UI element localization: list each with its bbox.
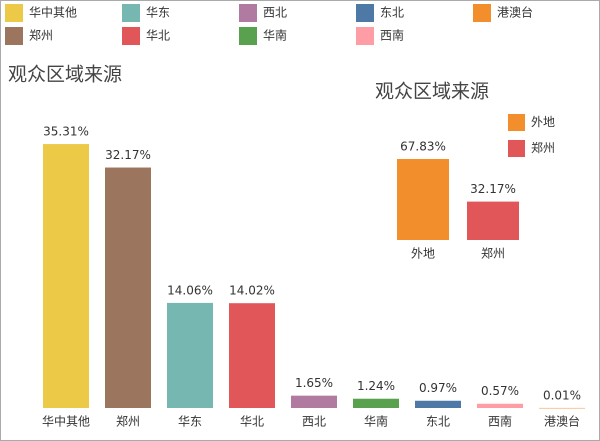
bar <box>467 201 519 240</box>
bar <box>43 144 89 409</box>
legend-label: 东北 <box>380 6 404 20</box>
legend-swatch <box>356 27 374 45</box>
bar <box>415 400 461 408</box>
legend-swatch <box>5 27 23 45</box>
value-label: 14.06% <box>167 283 213 297</box>
bar <box>353 398 399 408</box>
value-label: 67.83% <box>400 140 446 154</box>
value-label: 35.31% <box>43 125 89 139</box>
legend-swatch <box>239 27 257 45</box>
x-tick-label: 西北 <box>302 415 326 429</box>
legend-label: 华中其他 <box>29 5 77 20</box>
legend-label: 西南 <box>380 28 404 43</box>
value-label: 1.65% <box>295 376 333 390</box>
legend-label: 外地 <box>531 115 555 129</box>
legend-swatch <box>122 27 140 45</box>
legend-swatch <box>5 4 23 22</box>
value-label: 32.17% <box>470 182 516 196</box>
legend-swatch <box>508 140 525 157</box>
x-tick-label: 郑州 <box>481 246 505 261</box>
bar <box>229 303 275 408</box>
bar <box>539 407 585 409</box>
legend-swatch <box>473 4 491 22</box>
legend-label: 华东 <box>146 6 170 20</box>
bar <box>397 159 449 240</box>
x-tick-label: 郑州 <box>116 414 140 429</box>
chart-title: 观众区域来源 <box>8 64 122 86</box>
legend-swatch <box>122 4 140 22</box>
x-tick-label: 港澳台 <box>544 414 580 429</box>
legend-label: 西北 <box>263 6 287 20</box>
chart-title: 观众区域来源 <box>375 81 489 103</box>
x-tick-label: 东北 <box>426 415 450 429</box>
legend-swatch <box>508 114 525 131</box>
value-label: 1.24% <box>357 379 395 393</box>
bar <box>477 403 523 408</box>
value-label: 0.97% <box>419 381 457 395</box>
legend-label: 港澳台 <box>497 5 533 20</box>
legend-swatch <box>356 4 374 22</box>
x-tick-label: 华北 <box>240 415 264 429</box>
legend-label: 华南 <box>263 28 287 43</box>
value-label: 0.01% <box>543 388 581 402</box>
value-label: 32.17% <box>105 148 151 162</box>
x-tick-label: 外地 <box>411 247 435 261</box>
legend-label: 郑州 <box>531 140 555 155</box>
bar <box>291 395 337 408</box>
value-label: 14.02% <box>229 284 275 298</box>
x-tick-label: 华东 <box>178 415 202 429</box>
bar <box>167 302 213 408</box>
value-label: 0.57% <box>481 384 519 398</box>
x-tick-label: 华南 <box>364 414 388 429</box>
x-tick-label: 西南 <box>488 414 512 429</box>
legend-label: 郑州 <box>29 28 53 43</box>
legend-swatch <box>239 4 257 22</box>
x-tick-label: 华中其他 <box>42 414 90 429</box>
bar <box>105 167 151 408</box>
legend-label: 华北 <box>146 29 170 43</box>
